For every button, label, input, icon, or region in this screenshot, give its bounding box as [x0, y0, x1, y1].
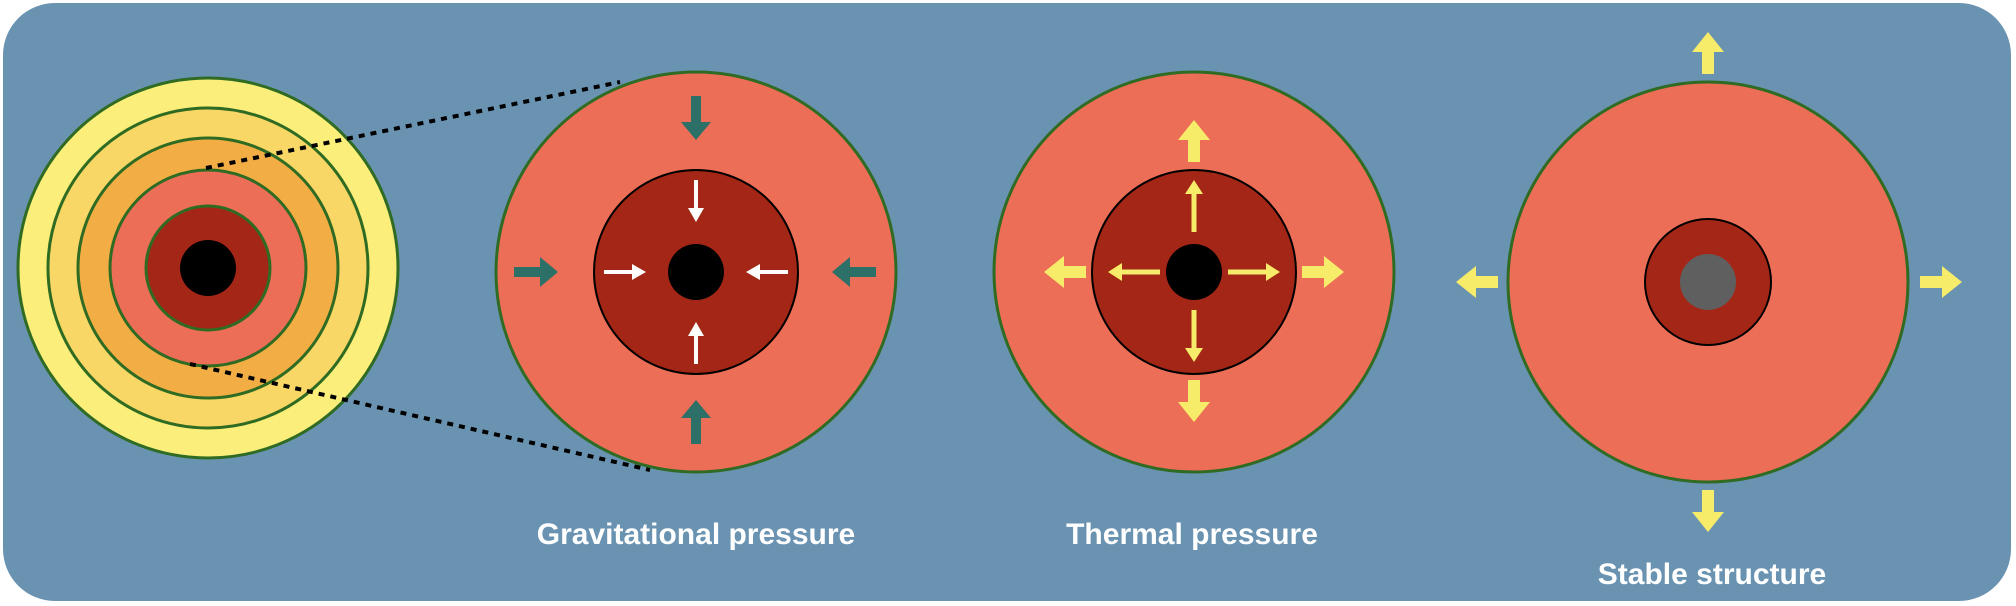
gravitational-pressure-star	[494, 70, 898, 474]
black-center	[668, 244, 724, 300]
outward-arrow-icon	[1456, 266, 1498, 298]
black-center	[1166, 244, 1222, 300]
caption-thermal-pressure: Thermal pressure	[1066, 518, 1318, 551]
outward-arrow-icon	[1920, 266, 1962, 298]
black-center	[180, 240, 236, 296]
caption-stable-structure: Stable structure	[1597, 558, 1827, 591]
outward-arrow-icon	[1692, 32, 1724, 74]
layered-star	[16, 76, 400, 460]
stable-structure-star	[1456, 32, 1962, 532]
zoom-line-top	[205, 80, 621, 170]
outward-arrow-icon	[1692, 490, 1724, 532]
gray-center	[1680, 254, 1736, 310]
caption-gravitational-pressure: Gravitational pressure	[536, 518, 856, 551]
thermal-pressure-star	[992, 70, 1396, 474]
